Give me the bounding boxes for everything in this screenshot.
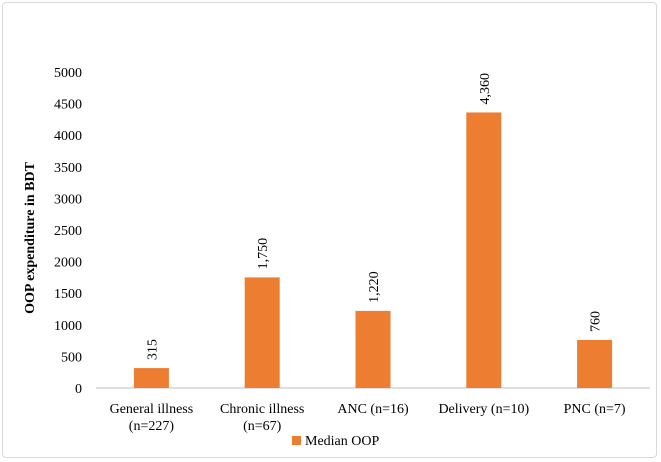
y-tick-label: 2500 xyxy=(54,224,82,239)
category-labels: General illness (n=227) Chronic illness (n=… xyxy=(110,402,626,434)
y-tick-label: 3500 xyxy=(54,161,82,176)
y-tick-label: 3000 xyxy=(54,192,82,207)
x-tick-label: Delivery (n=10) xyxy=(438,402,529,417)
data-label: 1,750 xyxy=(256,238,271,270)
y-axis-ticks: 0 500 1000 1500 2000 2500 3000 3500 4000 4500 5000 xyxy=(54,66,82,397)
y-tick-label: 2000 xyxy=(54,256,82,271)
legend: Median OOP xyxy=(292,434,379,449)
legend-label: Median OOP xyxy=(305,434,379,449)
y-tick-label: 4000 xyxy=(54,129,82,144)
legend-swatch xyxy=(292,436,301,445)
data-label: 4,360 xyxy=(478,73,493,105)
y-tick-label: 5000 xyxy=(54,66,82,81)
x-tick-label: PNC (n=7) xyxy=(564,402,626,417)
y-axis-label: OOP expenditure in BDT xyxy=(23,161,38,313)
x-tick-label: (n=67) xyxy=(243,419,282,434)
bar xyxy=(577,339,613,388)
bar xyxy=(355,310,391,388)
chart-frame xyxy=(2,2,657,458)
bar xyxy=(133,368,169,388)
data-label: 760 xyxy=(589,311,604,332)
y-tick-label: 1500 xyxy=(54,287,82,302)
x-tick-label: General illness xyxy=(110,402,194,417)
y-tick-label: 1000 xyxy=(54,319,82,334)
x-tick-label: (n=227) xyxy=(129,419,175,434)
y-tick-label: 4500 xyxy=(54,98,82,113)
data-label: 1,220 xyxy=(367,271,382,303)
bar xyxy=(244,277,280,388)
y-tick-label: 500 xyxy=(61,350,82,365)
bars xyxy=(133,112,613,388)
data-label: 315 xyxy=(145,339,160,360)
x-tick-label: ANC (n=16) xyxy=(337,402,409,417)
y-tick-label: 0 xyxy=(75,382,82,397)
bar xyxy=(466,112,502,388)
data-labels: 315 1,750 1,220 4,360 760 xyxy=(145,73,603,360)
x-tick-label: Chronic illness xyxy=(220,402,304,417)
